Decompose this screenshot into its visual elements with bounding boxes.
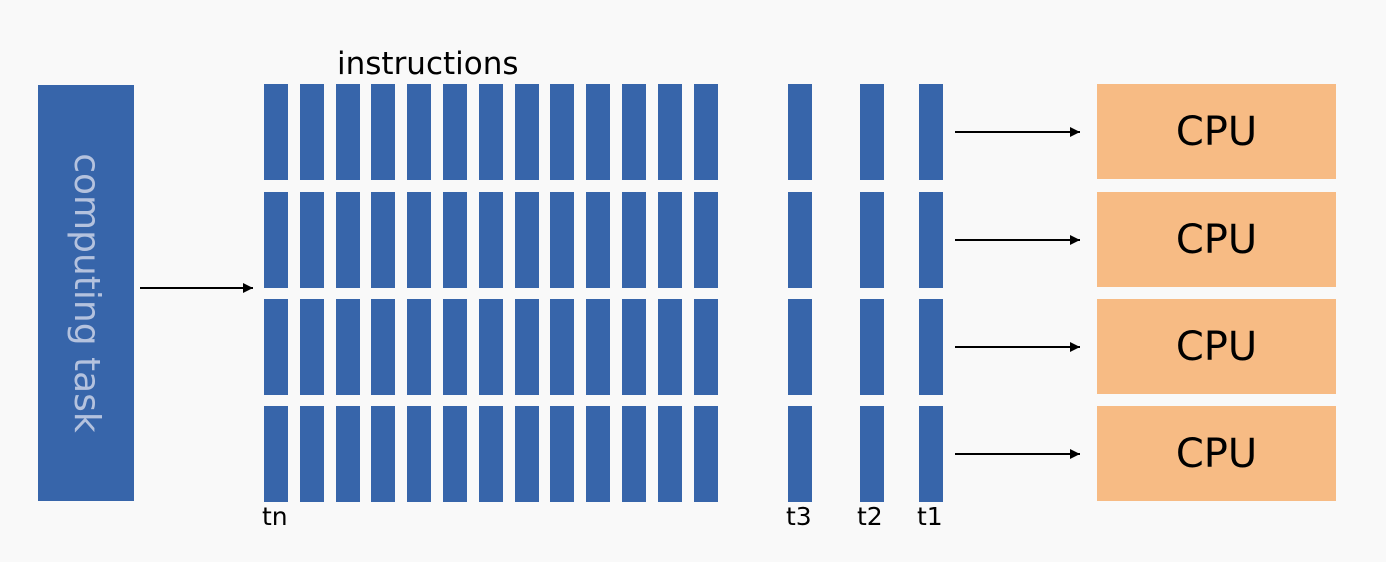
instruction-bar xyxy=(336,84,360,180)
instruction-bar xyxy=(550,406,574,502)
cpu-label: CPU xyxy=(1175,216,1258,263)
instruction-bar xyxy=(515,406,539,502)
instruction-bar xyxy=(860,406,884,502)
instruction-bar xyxy=(479,84,503,180)
instruction-bar xyxy=(860,84,884,180)
cpu-label: CPU xyxy=(1175,323,1258,370)
cpu-label: CPU xyxy=(1175,430,1258,477)
time-label-t2: t2 xyxy=(857,502,883,531)
instruction-bar xyxy=(443,406,467,502)
instruction-bar xyxy=(788,192,812,288)
instruction-bar xyxy=(919,192,943,288)
instruction-bar xyxy=(515,84,539,180)
instruction-bar xyxy=(515,192,539,288)
instruction-bar xyxy=(336,406,360,502)
instruction-bar xyxy=(407,192,431,288)
instruction-bar xyxy=(407,299,431,395)
instruction-bar xyxy=(371,84,395,180)
instruction-bar xyxy=(658,84,682,180)
instruction-bar xyxy=(550,84,574,180)
instruction-bar xyxy=(694,299,718,395)
instruction-bar xyxy=(919,299,943,395)
instruction-bar xyxy=(479,406,503,502)
cpu-box-4: CPU xyxy=(1097,406,1336,501)
instruction-bar xyxy=(371,406,395,502)
instruction-bar xyxy=(586,84,610,180)
instruction-bar xyxy=(658,299,682,395)
instruction-bar xyxy=(860,192,884,288)
instruction-bar xyxy=(788,406,812,502)
time-label-t3: t3 xyxy=(786,502,812,531)
instruction-bar xyxy=(658,192,682,288)
instruction-bar xyxy=(550,299,574,395)
instruction-bar xyxy=(586,299,610,395)
instruction-bar xyxy=(622,84,646,180)
instruction-bar xyxy=(694,406,718,502)
instruction-bar xyxy=(336,192,360,288)
cpu-box-3: CPU xyxy=(1097,299,1336,394)
instruction-bar xyxy=(336,299,360,395)
instruction-bar xyxy=(264,299,288,395)
instruction-bar xyxy=(694,192,718,288)
instruction-bar xyxy=(264,84,288,180)
instruction-bar xyxy=(860,299,884,395)
instruction-bar xyxy=(586,406,610,502)
instruction-bar xyxy=(919,84,943,180)
instruction-bar xyxy=(443,84,467,180)
computing-task-label: computing task xyxy=(66,153,107,433)
instruction-bar xyxy=(407,84,431,180)
instruction-bar xyxy=(300,299,324,395)
instruction-bar xyxy=(371,192,395,288)
instruction-bar xyxy=(407,406,431,502)
instruction-bar xyxy=(694,84,718,180)
instruction-bar xyxy=(622,406,646,502)
instruction-bar xyxy=(479,192,503,288)
instruction-bar xyxy=(371,299,395,395)
instruction-bar xyxy=(622,192,646,288)
instructions-title: instructions xyxy=(337,46,519,82)
instruction-bar xyxy=(443,299,467,395)
instruction-bar xyxy=(300,406,324,502)
instruction-bar xyxy=(515,299,539,395)
instruction-bar xyxy=(550,192,574,288)
instruction-bar xyxy=(479,299,503,395)
instruction-bar xyxy=(443,192,467,288)
instruction-bar xyxy=(300,192,324,288)
instruction-bar xyxy=(788,299,812,395)
time-label-t1: t1 xyxy=(917,502,943,531)
instruction-bar xyxy=(622,299,646,395)
instruction-bar xyxy=(300,84,324,180)
cpu-label: CPU xyxy=(1175,108,1258,155)
instruction-bar xyxy=(264,406,288,502)
instruction-bar xyxy=(586,192,610,288)
cpu-box-1: CPU xyxy=(1097,84,1336,179)
cpu-box-2: CPU xyxy=(1097,192,1336,287)
computing-task-box xyxy=(38,85,134,501)
instruction-bar xyxy=(658,406,682,502)
instruction-bar xyxy=(919,406,943,502)
instruction-bar xyxy=(264,192,288,288)
instruction-bar xyxy=(788,84,812,180)
time-label-tn: tn xyxy=(262,502,288,531)
